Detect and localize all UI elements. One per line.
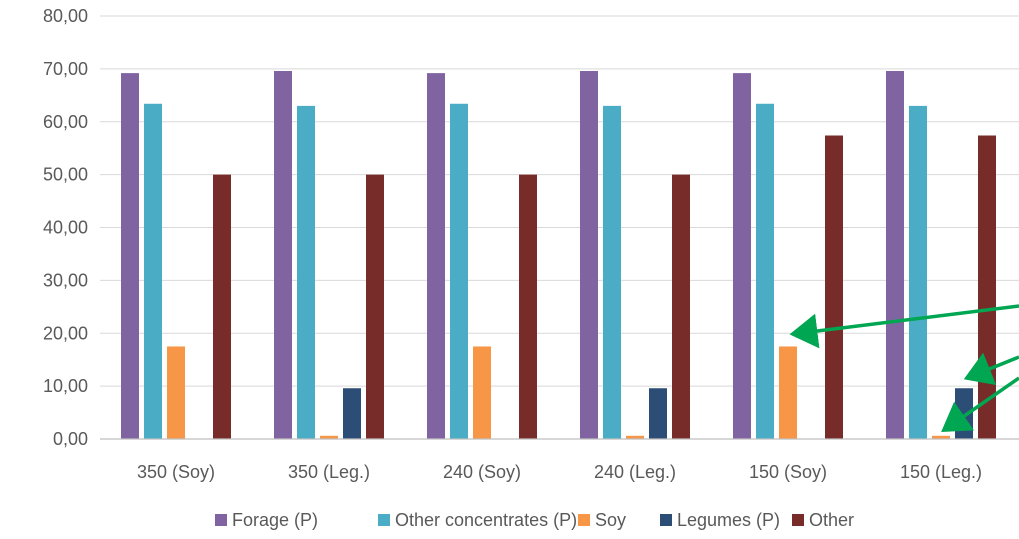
bar (978, 135, 996, 439)
bar (343, 388, 361, 439)
x-tick-label: 240 (Leg.) (594, 462, 676, 482)
axes: 0,00 10,00 20,00 30,00 40,00 50,00 60,00 70,00 8… (43, 6, 1019, 482)
bar (733, 73, 751, 439)
y-tick-label: 80,00 (43, 6, 88, 26)
bar (932, 435, 950, 439)
y-tick-label: 60,00 (43, 112, 88, 132)
gridlines (100, 15, 1019, 387)
y-tick-label: 50,00 (43, 165, 88, 185)
annotation-arrow (789, 304, 1019, 349)
y-tick-label: 40,00 (43, 218, 88, 238)
bar (626, 435, 644, 439)
bar (473, 346, 491, 439)
annotations (789, 304, 1019, 432)
x-tick-label: 350 (Leg.) (288, 462, 370, 482)
bar (580, 70, 598, 440)
bar (886, 70, 904, 440)
y-tick-label: 0,00 (53, 429, 88, 449)
legend-label: Other (809, 510, 854, 530)
bar (213, 174, 231, 439)
bar (603, 105, 621, 439)
legend-label: Other concentrates (P) (395, 510, 577, 530)
y-tick-label: 20,00 (43, 323, 88, 343)
bar (825, 135, 843, 439)
bar (672, 174, 690, 439)
legend-swatch (792, 514, 804, 526)
bar (649, 388, 667, 439)
bar (274, 70, 292, 440)
legend-label: Forage (P) (232, 510, 318, 530)
y-tick-label: 70,00 (43, 59, 88, 79)
bar (121, 73, 139, 439)
legend-label: Soy (595, 510, 626, 530)
annotation-arrow (941, 376, 1019, 432)
legend-swatch (660, 514, 672, 526)
bar (909, 105, 927, 439)
x-tick-label: 240 (Soy) (443, 462, 521, 482)
y-tick-label: 30,00 (43, 270, 88, 290)
bars (121, 70, 996, 440)
x-tick-label: 350 (Soy) (137, 462, 215, 482)
legend: Forage (P) Other concentrates (P) Soy Legum… (215, 510, 854, 530)
bar (144, 103, 162, 440)
bar (450, 103, 468, 440)
y-tick-label: 10,00 (43, 376, 88, 396)
bar (297, 105, 315, 439)
legend-swatch (578, 514, 590, 526)
bar (519, 174, 537, 439)
bar (779, 346, 797, 439)
x-tick-label: 150 (Soy) (749, 462, 827, 482)
bar (320, 435, 338, 439)
x-tick-label: 150 (Leg.) (900, 462, 982, 482)
bar (366, 174, 384, 439)
bar (167, 346, 185, 439)
annotation-arrow (963, 352, 1019, 386)
legend-swatch (378, 514, 390, 526)
bar (756, 103, 774, 440)
legend-swatch (215, 514, 227, 526)
bar (427, 73, 445, 439)
legend-label: Legumes (P) (677, 510, 780, 530)
